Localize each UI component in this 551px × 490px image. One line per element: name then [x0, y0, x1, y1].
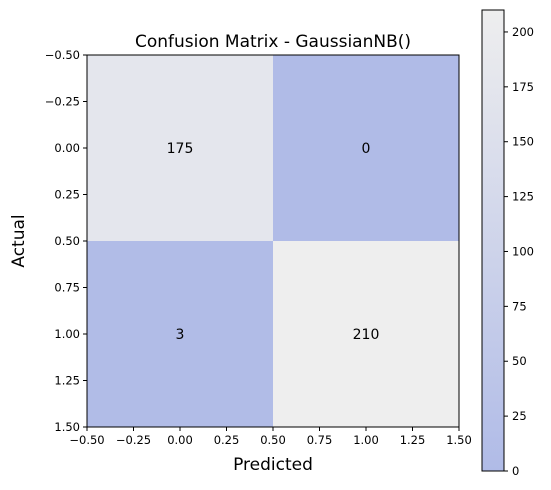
- y-tick-label: 1.25: [54, 374, 80, 388]
- colorbar-tick-label: 75: [512, 299, 527, 313]
- colorbar-tick-label: 125: [512, 190, 534, 204]
- x-tick-label: 1.00: [353, 433, 379, 447]
- x-tick-label: 1.50: [446, 433, 472, 447]
- colorbar-ticks: 0 25 50 75 100 125 150 175 200: [504, 25, 534, 478]
- colorbar-tick-label: 200: [512, 25, 534, 39]
- x-tick-label: 0.75: [307, 433, 333, 447]
- colorbar-tick-label: 50: [512, 354, 527, 368]
- heatmap-cell: [273, 241, 459, 427]
- y-tick-label: 0.50: [54, 234, 80, 248]
- x-tick-label: −0.25: [116, 433, 151, 447]
- colorbar-tick-label: 0: [512, 464, 519, 478]
- y-tick-label: 1.00: [54, 327, 80, 341]
- y-tick-label: 0.75: [54, 281, 80, 295]
- y-tick-label: −0.50: [45, 48, 80, 62]
- y-tick-label: −0.25: [45, 95, 80, 109]
- y-axis-label: Actual: [9, 214, 29, 267]
- heatmap-cell: [273, 55, 459, 241]
- x-tick-label: 0.00: [167, 433, 193, 447]
- heatmap-cells: 175 0 3 210: [87, 55, 459, 427]
- chart-title: Confusion Matrix - GaussianNB(): [135, 32, 411, 52]
- colorbar-tick-label: 175: [512, 80, 534, 94]
- colorbar-tick-label: 25: [512, 409, 527, 423]
- colorbar-tick-label: 150: [512, 135, 534, 149]
- cell-value-label: 210: [353, 327, 380, 343]
- x-tick-label: 0.50: [260, 433, 286, 447]
- x-axis-ticks: −0.50 −0.25 0.00 0.25 0.50 0.75 1.00 1.25 1.50: [69, 427, 472, 447]
- x-tick-label: −0.50: [69, 433, 104, 447]
- cell-value-label: 175: [167, 141, 194, 157]
- cell-value-label: 3: [176, 327, 185, 343]
- colorbar-tick-label: 100: [512, 244, 534, 258]
- x-tick-label: 1.25: [400, 433, 426, 447]
- y-tick-label: 1.50: [54, 420, 80, 434]
- cell-value-label: 0: [362, 141, 371, 157]
- heatmap-cell: [87, 55, 273, 241]
- x-tick-label: 0.25: [214, 433, 240, 447]
- colorbar: [481, 9, 505, 472]
- y-tick-label: 0.00: [54, 141, 80, 155]
- heatmap-cell: [87, 241, 273, 427]
- x-axis-label: Predicted: [233, 455, 313, 475]
- y-axis-ticks: −0.50 −0.25 0.00 0.25 0.50 0.75 1.00 1.25 1.50: [45, 48, 87, 434]
- y-tick-label: 0.25: [54, 188, 80, 202]
